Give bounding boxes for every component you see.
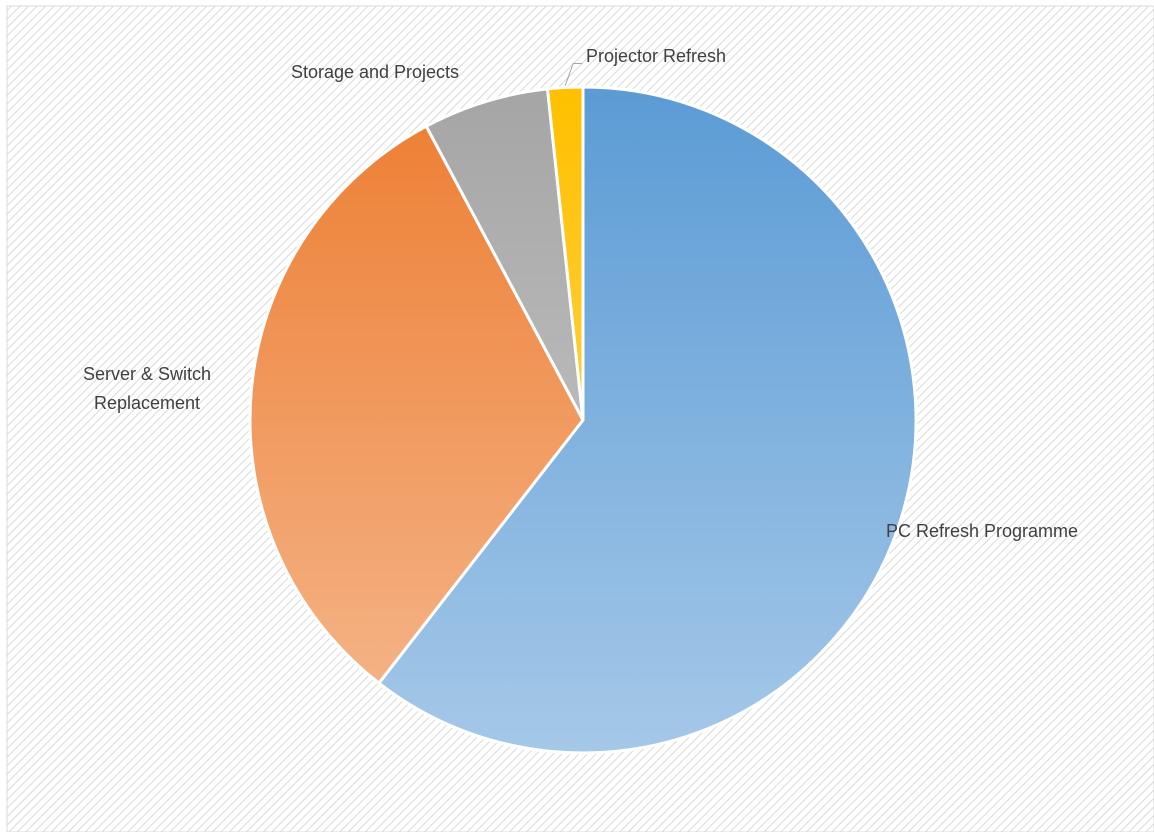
leader-line	[564, 62, 583, 86]
slice-label: Server & Switch Replacement	[82, 364, 212, 413]
slice-label: PC Refresh Programme	[885, 521, 1079, 541]
pie-slice	[424, 87, 585, 422]
pie-slice	[377, 85, 918, 755]
slice-label: Projector Refresh	[586, 46, 727, 66]
pie-slice	[545, 85, 585, 422]
slice-label: Storage and Projects	[290, 62, 460, 82]
